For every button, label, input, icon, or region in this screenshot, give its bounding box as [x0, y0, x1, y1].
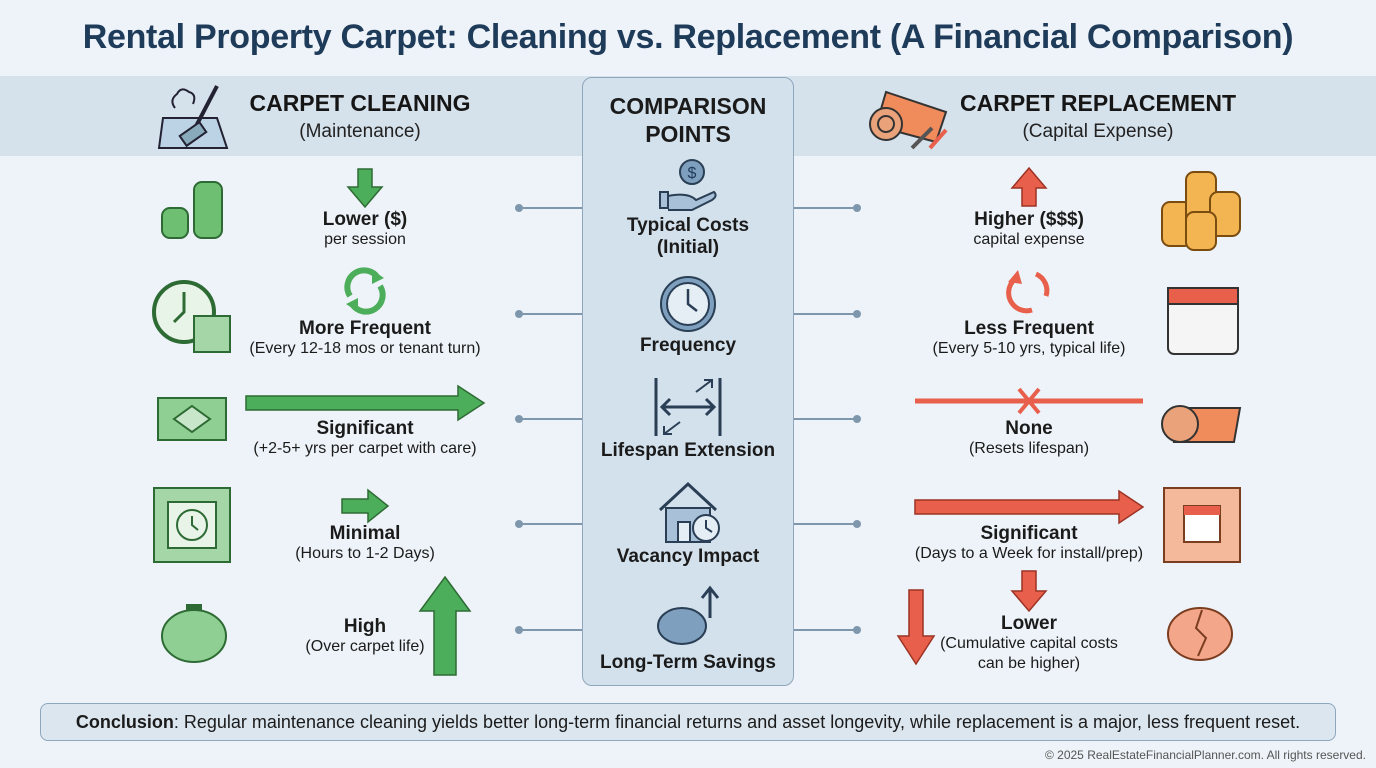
- cleaning-cost: Lower ($) per session: [215, 210, 515, 250]
- replacement-subtitle: (Capital Expense): [1022, 121, 1174, 142]
- point-typical-costs: Typical Costs (Initial): [583, 215, 793, 259]
- value: Significant: [316, 418, 414, 439]
- carpet-cleaning-icon: [157, 85, 229, 149]
- detail: (Resets lifespan): [968, 440, 1090, 457]
- green-coins-icon: [161, 181, 223, 239]
- point-long-term-savings: Long-Term Savings: [600, 652, 776, 673]
- value: Minimal: [329, 523, 401, 544]
- detail: (Days to a Week for install/prep): [914, 545, 1144, 562]
- point-frequency: Frequency: [639, 335, 737, 356]
- value: Lower: [1001, 613, 1057, 634]
- red-arrow-up-icon: [1010, 166, 1048, 207]
- detail: (Cumulative capital costs: [940, 635, 1118, 652]
- conclusion-text: : Regular maintenance cleaning yields be…: [173, 712, 1301, 732]
- point-sublabel: (Initial): [656, 237, 720, 258]
- detail: (+2-5+ yrs per carpet with care): [253, 440, 477, 457]
- clock-calendar-icon: [152, 280, 231, 353]
- red-broken-cycle-icon: [1006, 270, 1050, 314]
- page-title: Rental Property Carpet: Cleaning vs. Rep…: [82, 18, 1294, 56]
- replacement-savings: Lower (Cumulative capital costs can be hig…: [879, 614, 1179, 674]
- point-vacancy-impact: Vacancy Impact: [616, 546, 760, 567]
- value: Less Frequent: [964, 318, 1094, 339]
- value: None: [1005, 418, 1053, 439]
- value: Significant: [980, 523, 1078, 544]
- point-lifespan-extension: Lifespan Extension: [600, 440, 776, 461]
- replacement-title: CARPET REPLACEMENT: [959, 90, 1236, 116]
- detail: (Every 12-18 mos or tenant turn): [249, 340, 481, 357]
- cleaning-subtitle: (Maintenance): [299, 121, 421, 142]
- detail: per session: [324, 231, 406, 248]
- cleaning-savings: High (Over carpet life): [215, 617, 515, 657]
- cleaning-header: CARPET CLEANING (Maintenance): [220, 90, 500, 143]
- green-rug-icon: [157, 397, 227, 441]
- detail: (Every 5-10 yrs, typical life): [932, 340, 1126, 357]
- detail: (Over carpet life): [305, 638, 425, 655]
- expand-arrows-icon: [654, 378, 722, 436]
- gold-coins-icon: [1161, 171, 1241, 251]
- copyright: © 2025 RealEstateFinancialPlanner.com. A…: [1044, 748, 1366, 762]
- conclusion-box: Conclusion: Regular maintenance cleaning…: [40, 703, 1336, 741]
- conclusion-label: Conclusion: [75, 712, 174, 732]
- piggy-bank-up-icon: [657, 585, 720, 645]
- title-line-2: POINTS: [645, 121, 731, 147]
- cleaning-vacancy: Minimal (Hours to 1-2 Days): [215, 524, 515, 564]
- calendar-frame-icon: [1163, 487, 1241, 563]
- replacement-frequency: Less Frequent (Every 5-10 yrs, typical li…: [879, 319, 1179, 359]
- cleaning-title: CARPET CLEANING: [249, 90, 471, 116]
- value: Higher ($$$): [974, 209, 1084, 230]
- value: More Frequent: [299, 318, 431, 339]
- green-cycle-icon: [344, 267, 386, 315]
- carpet-roll-tools-icon: [869, 90, 948, 150]
- clock-frame-icon: [153, 487, 231, 563]
- red-long-arrow-right-icon: [914, 489, 1145, 525]
- detail: (Hours to 1-2 Days): [295, 545, 435, 562]
- red-arrow-down-small-icon: [1010, 570, 1048, 613]
- red-arrow-down-large-icon: [896, 589, 936, 666]
- cleaning-frequency: More Frequent (Every 12-18 mos or tenant …: [215, 319, 515, 359]
- value: Lower ($): [322, 209, 408, 230]
- replacement-lifespan: None (Resets lifespan): [879, 419, 1179, 459]
- green-long-arrow-right-icon: [245, 384, 486, 422]
- value: High: [343, 616, 387, 637]
- hand-dollar-icon: $: [659, 159, 717, 211]
- replacement-cost: Higher ($$$) capital expense: [879, 210, 1179, 250]
- green-piggy-bank-icon: [161, 604, 227, 663]
- comparison-points-title: COMPARISON POINTS: [583, 92, 793, 148]
- green-short-arrow-right-icon: [341, 488, 390, 524]
- point-label: Typical Costs: [626, 215, 750, 236]
- title-line-1: COMPARISON: [609, 93, 767, 119]
- clock-icon: [660, 276, 716, 332]
- detail-line-2: can be higher): [977, 655, 1081, 672]
- green-arrow-down-icon: [346, 168, 384, 209]
- detail: capital expense: [973, 231, 1085, 248]
- cleaning-lifespan: Significant (+2-5+ yrs per carpet with ca…: [215, 419, 515, 459]
- replacement-header: CARPET REPLACEMENT (Capital Expense): [950, 90, 1246, 143]
- carpet-roll-icon: [1161, 405, 1242, 443]
- house-clock-icon: [658, 481, 720, 543]
- green-arrow-up-icon: [418, 575, 472, 676]
- replacement-vacancy: Significant (Days to a Week for install/p…: [879, 524, 1179, 564]
- red-crossed-line-icon: [915, 387, 1143, 415]
- calendar-icon: [1167, 287, 1239, 355]
- broken-piggy-bank-icon: [1167, 607, 1233, 661]
- svg-text:$: $: [688, 165, 697, 182]
